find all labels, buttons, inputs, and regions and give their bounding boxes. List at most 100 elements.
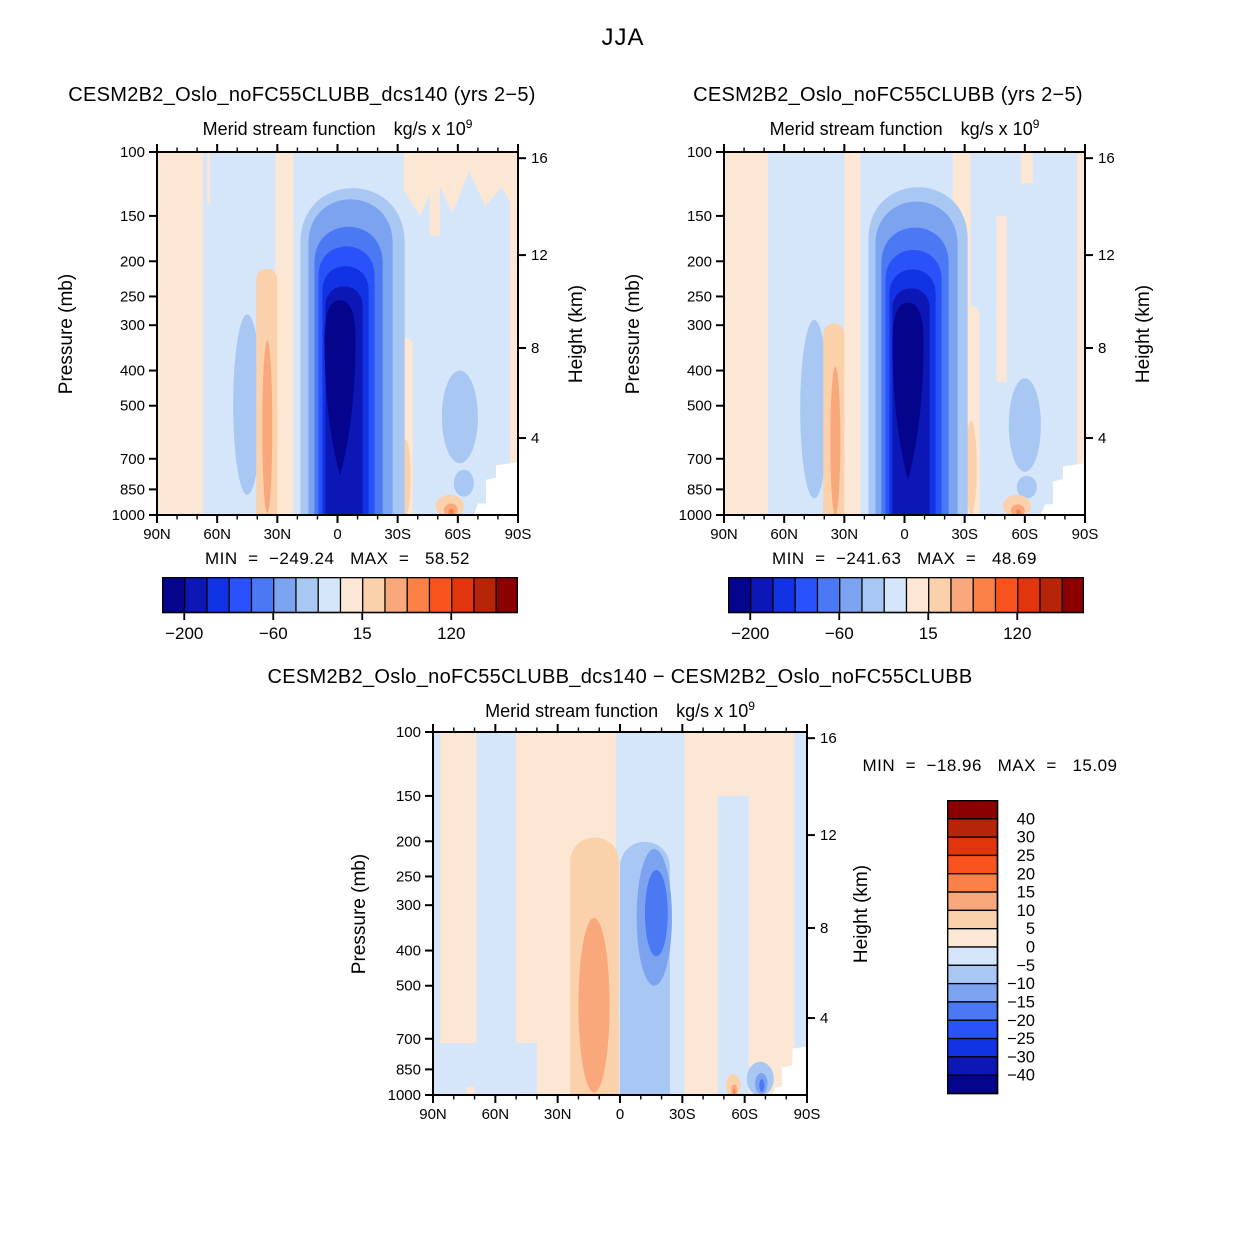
panel-a-stats: MIN = −249.24 MAX = 58.52 xyxy=(205,549,470,568)
pressure-tick-label: 500 xyxy=(396,978,421,995)
pressure-tick-label: 1000 xyxy=(112,507,145,524)
colorbar-box xyxy=(295,577,319,614)
contour-feature xyxy=(1040,463,1085,515)
contour-feature xyxy=(466,1086,475,1095)
colorbar-box xyxy=(273,577,297,614)
pressure-tick-label: 100 xyxy=(396,724,421,741)
colorbar-box xyxy=(947,1019,999,1040)
pressure-tick-label: 150 xyxy=(396,788,421,805)
colorbar-box xyxy=(947,1056,999,1076)
colorbar-box xyxy=(495,577,518,614)
x-tick-label: 60N xyxy=(203,526,231,543)
pressure-tick-label: 300 xyxy=(396,897,421,914)
contour-feature xyxy=(207,152,211,206)
contour-feature xyxy=(233,314,262,495)
colorbar-box xyxy=(1061,577,1084,614)
x-tick-label: 30N xyxy=(831,526,859,543)
colorbar-box xyxy=(206,577,230,614)
contour-feature xyxy=(324,300,356,476)
contour-feature xyxy=(1020,152,1033,184)
height-tick-label: 12 xyxy=(1098,247,1115,264)
contour-field xyxy=(724,152,1085,515)
contour-feature xyxy=(644,870,668,957)
pressure-tick-label: 150 xyxy=(687,208,712,225)
x-tick-label: 30N xyxy=(544,1106,572,1123)
contour-field xyxy=(433,732,807,1095)
colorbar-box xyxy=(162,577,186,614)
panel-a-title: CESM2B2_Oslo_noFC55CLUBB_dcs140 (yrs 2−5… xyxy=(68,84,536,106)
contour-feature xyxy=(448,508,454,515)
colorbar-label: −25 xyxy=(1007,1030,1035,1048)
contour-feature xyxy=(996,215,1007,382)
x-tick-label: 90N xyxy=(710,526,738,543)
height-tick-label: 4 xyxy=(820,1010,828,1027)
colorbar-box xyxy=(928,577,952,614)
colorbar-box xyxy=(905,577,930,614)
contour-feature xyxy=(262,340,273,514)
colorbar-box xyxy=(794,577,819,614)
colorbar-box xyxy=(947,1074,999,1095)
colorbar-box xyxy=(384,577,408,614)
colorbar-label: −200 xyxy=(165,624,203,643)
pressure-tick-label: 400 xyxy=(120,363,145,380)
height-tick-label: 16 xyxy=(531,150,548,167)
colorbar-box xyxy=(184,577,208,614)
pressure-tick-label: 200 xyxy=(396,833,421,850)
x-tick-label: 60S xyxy=(444,526,471,543)
panel-b-plot: 90N 60N 30N 0 30S 60S 90S 100 150 200 250 300 400 500… xyxy=(679,144,1115,543)
x-tick-label: 90S xyxy=(505,526,532,543)
colorbar-label: 15 xyxy=(919,624,938,643)
x-tick-label: 90N xyxy=(419,1106,447,1123)
contour-feature xyxy=(473,462,518,515)
panel-a-colorbar: −200 −60 15 120 xyxy=(162,577,518,643)
field-label: Merid stream function xyxy=(769,119,943,139)
colorbar-label: 120 xyxy=(1003,624,1031,643)
panel-a-plot: 90N 60N 30N 0 30S 60S 90S 100 150 200 250 300 400 500… xyxy=(112,144,548,543)
colorbar-box xyxy=(339,577,364,614)
colorbar-label: 120 xyxy=(437,624,465,643)
colorbar-box xyxy=(947,1037,999,1058)
height-tick-label: 8 xyxy=(1098,340,1106,357)
colorbar-box xyxy=(947,891,999,912)
contour-feature xyxy=(195,152,200,191)
pressure-tick-label: 250 xyxy=(687,288,712,305)
pressure-tick-label: 700 xyxy=(120,451,145,468)
panel-a-subtitle: Merid stream function kg/s x 109 xyxy=(157,117,518,140)
x-tick-label: 0 xyxy=(333,526,341,543)
pressure-axis-label: Pressure (mb) xyxy=(56,273,77,395)
colorbar-box xyxy=(816,577,841,614)
x-tick-label: 60N xyxy=(770,526,798,543)
x-tick-label: 0 xyxy=(616,1106,624,1123)
contour-feature xyxy=(892,302,924,480)
colorbar-box xyxy=(1039,577,1063,614)
height-tick-label: 16 xyxy=(1098,150,1115,167)
colorbar-box xyxy=(228,577,253,614)
x-tick-label: 60N xyxy=(482,1106,510,1123)
height-tick-label: 16 xyxy=(820,730,837,747)
x-tick-label: 0 xyxy=(900,526,908,543)
contour-feature xyxy=(476,732,517,1095)
pressure-tick-label: 250 xyxy=(120,288,145,305)
pressure-tick-label: 250 xyxy=(396,868,421,885)
field-label: Merid stream function xyxy=(202,119,376,139)
pressure-tick-label: 100 xyxy=(120,144,145,161)
x-tick-label: 30S xyxy=(384,526,411,543)
contour-feature xyxy=(429,152,440,236)
pressure-tick-label: 300 xyxy=(120,317,145,334)
x-tick-label: 90S xyxy=(1072,526,1099,543)
colorbar-label: −5 xyxy=(1016,957,1035,975)
colorbar-label: 40 xyxy=(1017,810,1035,828)
colorbar-box xyxy=(1017,577,1041,614)
panel-diff-stats: MIN = −18.96 MAX = 15.09 xyxy=(862,756,1118,775)
x-tick-label: 60S xyxy=(1011,526,1038,543)
pressure-tick-label: 100 xyxy=(687,144,712,161)
colorbar-box xyxy=(772,577,796,614)
panel-b-stats: MIN = −241.63 MAX = 48.69 xyxy=(772,549,1037,568)
colorbar-label: 15 xyxy=(1017,884,1035,902)
colorbar-label: −40 xyxy=(1007,1067,1035,1085)
colorbar-box xyxy=(947,854,999,875)
colorbar-box xyxy=(947,946,999,966)
colorbar-label: 30 xyxy=(1017,829,1035,847)
